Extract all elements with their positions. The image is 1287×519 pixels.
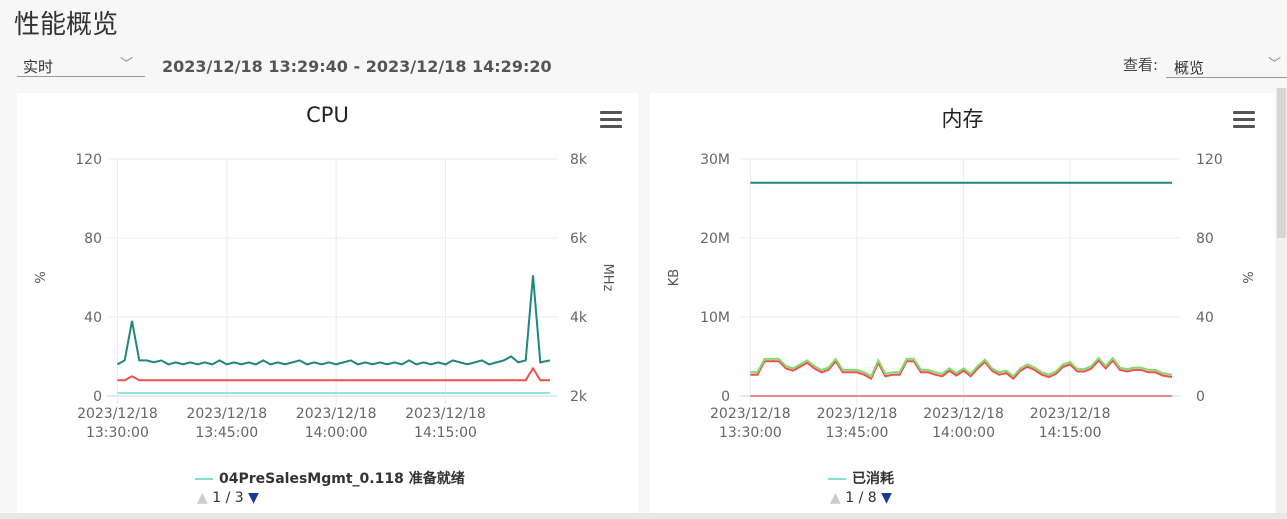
x-tick-label: 13:45:00: [195, 425, 258, 441]
legend-page: 1 / 3: [212, 490, 244, 506]
x-tick-label: 14:00:00: [305, 425, 368, 441]
time-range: 2023/12/18 13:29:40 - 2023/12/18 14:29:2…: [162, 57, 552, 76]
x-tick-label: 14:00:00: [932, 425, 995, 441]
legend-page: 1 / 8: [845, 490, 877, 506]
y2-axis-label: MHz: [600, 264, 615, 292]
y2-axis-label: %: [1239, 271, 1254, 283]
x-tick-label: 14:15:00: [414, 425, 477, 441]
y2-tick-label: 2k: [570, 389, 588, 405]
y-tick-label: 40: [84, 310, 102, 326]
mode-select-value: 实时: [23, 58, 54, 76]
legend-pager: ▲ 1 / 3 ▼: [197, 490, 259, 506]
series-line: [750, 356, 1173, 378]
scrollbar-thumb[interactable]: [1277, 88, 1286, 238]
chevron-down-icon: ﹀: [1267, 57, 1281, 72]
y2-tick-label: 4k: [570, 310, 588, 326]
y2-tick-label: 120: [1196, 152, 1223, 168]
series-line: [117, 366, 550, 382]
y-tick-label: 120: [75, 152, 102, 168]
y-tick-label: 80: [84, 231, 102, 247]
arrow-down-icon[interactable]: ▼: [881, 490, 892, 506]
y2-tick-label: 0: [1196, 389, 1205, 405]
y-tick-label: 20M: [700, 231, 730, 247]
series-line: [116, 275, 551, 366]
view-select[interactable]: 概览 ﹀: [1166, 51, 1287, 78]
hamburger-menu-icon[interactable]: [600, 111, 622, 128]
x-tick-label: 2023/12/18: [710, 406, 791, 422]
chevron-down-icon: ﹀: [119, 57, 133, 72]
y-tick-label: 0: [93, 389, 102, 405]
cpu-chart: 0 2k 40 4k 80 6k 120 8k 2023/12/18 13:30:00 2023/1…: [34, 152, 615, 441]
hamburger-menu-icon[interactable]: [1233, 111, 1255, 128]
y-tick-label: 10M: [700, 310, 730, 326]
arrow-up-icon[interactable]: ▲: [197, 490, 208, 506]
legend-label: 04PreSalesMgmt_0.118 准备就绪: [219, 471, 465, 487]
x-tick-label: 2023/12/18: [1030, 406, 1111, 422]
legend-swatch: [195, 478, 213, 480]
y-tick-label: 0: [721, 389, 730, 405]
arrow-down-icon[interactable]: ▼: [248, 490, 259, 506]
legend-item[interactable]: 已消耗: [828, 468, 894, 488]
chart-title: 内存: [941, 107, 984, 131]
x-tick-label: 2023/12/18: [923, 406, 1004, 422]
x-tick-label: 2023/12/18: [405, 406, 486, 422]
x-tick-label: 13:30:00: [86, 425, 149, 441]
horizontal-scrollbar[interactable]: [0, 513, 1287, 519]
x-tick-label: 2023/12/18: [817, 406, 898, 422]
view-label: 查看:: [1123, 56, 1159, 74]
view-select-value: 概览: [1174, 59, 1205, 77]
cpu-chart-panel: CPU 0 2k 40 4k 80 6k 120 8k 2023/12/18 13:30:00 20…: [17, 93, 638, 513]
memory-chart: 0 0 10M 40 20M 80 30M 120 2023/12/18 13:30:00 2023…: [667, 152, 1254, 441]
x-tick-label: 2023/12/18: [77, 406, 158, 422]
legend-pager: ▲ 1 / 8 ▼: [830, 490, 892, 506]
legend-item[interactable]: 04PreSalesMgmt_0.118 准备就绪: [195, 468, 465, 488]
y2-tick-label: 40: [1196, 310, 1214, 326]
page-title: 性能概览: [14, 10, 119, 40]
x-tick-label: 13:45:00: [826, 425, 889, 441]
y2-tick-label: 80: [1196, 231, 1214, 247]
x-tick-label: 2023/12/18: [186, 406, 267, 422]
legend-label: 已消耗: [852, 471, 894, 487]
arrow-up-icon[interactable]: ▲: [830, 490, 841, 506]
x-tick-label: 13:30:00: [719, 425, 782, 441]
legend-swatch: [828, 478, 846, 480]
y-axis-label: KB: [667, 269, 682, 286]
vertical-scrollbar[interactable]: [1276, 88, 1287, 513]
y-tick-label: 30M: [700, 152, 730, 168]
memory-chart-panel: 内存 0 0 10M 40 20M 80 30M 120 2023/12/18 13:30:00 2…: [650, 93, 1275, 513]
y2-tick-label: 6k: [570, 231, 588, 247]
series-line: [750, 358, 1173, 380]
y-axis-label: %: [34, 271, 49, 283]
mode-select[interactable]: 实时 ﹀: [17, 52, 145, 77]
chart-title: CPU: [306, 103, 349, 127]
x-tick-label: 2023/12/18: [296, 406, 377, 422]
y2-tick-label: 8k: [570, 152, 588, 168]
x-tick-label: 14:15:00: [1039, 425, 1102, 441]
